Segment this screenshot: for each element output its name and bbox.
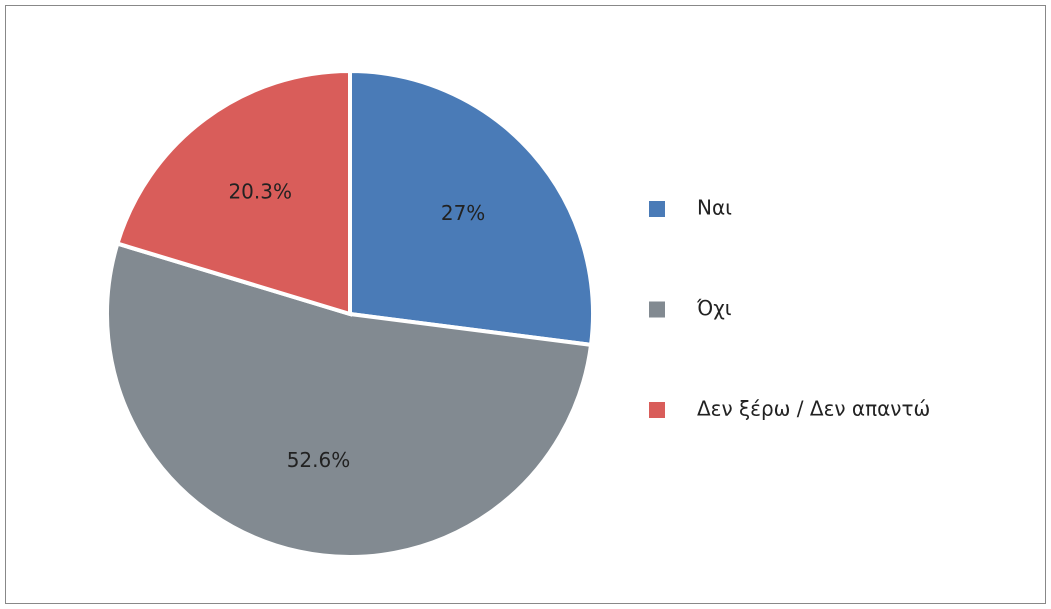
data-label: 20.3% [228,180,292,204]
legend-label: Δεν ξέρω / Δεν απαντώ [697,397,930,421]
data-label: 52.6% [287,448,351,472]
pie-slice [114,68,352,317]
pie-slice [348,68,595,348]
legend-swatch [649,301,665,318]
pie-slice [105,241,594,559]
legend-label: Όχι [696,296,732,320]
legend-label: Ναι [697,196,732,220]
data-label: 27% [441,201,485,225]
legend-swatch [649,402,665,418]
legend-swatch [649,201,665,217]
